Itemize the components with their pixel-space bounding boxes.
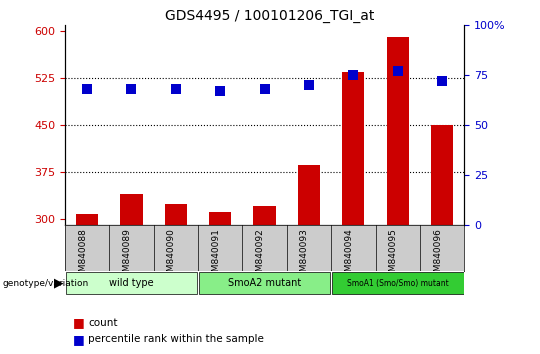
Point [216, 88, 225, 93]
Text: count: count [88, 318, 118, 328]
Point [394, 68, 402, 74]
Text: genotype/variation: genotype/variation [3, 279, 89, 288]
Bar [253, 206, 276, 225]
Bar [342, 72, 365, 225]
Bar [298, 165, 320, 225]
Text: GSM840095: GSM840095 [389, 228, 398, 283]
Point [349, 72, 357, 78]
Text: GSM840089: GSM840089 [123, 228, 131, 283]
Text: wild type: wild type [109, 278, 154, 288]
Bar [332, 272, 463, 295]
Point [127, 86, 136, 92]
Point [83, 86, 91, 92]
Text: GSM840090: GSM840090 [167, 228, 176, 283]
Text: GDS4495 / 100101206_TGI_at: GDS4495 / 100101206_TGI_at [165, 9, 375, 23]
Point [305, 82, 313, 88]
Point [438, 78, 447, 84]
Bar [76, 213, 98, 225]
Text: GSM840093: GSM840093 [300, 228, 309, 283]
Text: SmoA2 mutant: SmoA2 mutant [228, 278, 301, 288]
Bar [165, 204, 187, 225]
Text: ■: ■ [73, 316, 85, 329]
Bar [199, 272, 330, 295]
Text: GSM840094: GSM840094 [345, 228, 353, 283]
Bar [66, 272, 197, 295]
Bar [387, 37, 409, 225]
Text: ▶: ▶ [53, 277, 63, 290]
Text: GSM840091: GSM840091 [211, 228, 220, 283]
Text: SmoA1 (Smo/Smo) mutant: SmoA1 (Smo/Smo) mutant [347, 279, 449, 288]
Bar [209, 212, 231, 225]
Bar [431, 125, 453, 225]
Text: GSM840088: GSM840088 [78, 228, 87, 283]
Point [172, 86, 180, 92]
Text: GSM840092: GSM840092 [255, 228, 265, 283]
Text: percentile rank within the sample: percentile rank within the sample [88, 334, 264, 344]
Text: ■: ■ [73, 333, 85, 346]
Text: GSM840096: GSM840096 [433, 228, 442, 283]
Point [260, 86, 269, 92]
Bar [120, 194, 143, 225]
